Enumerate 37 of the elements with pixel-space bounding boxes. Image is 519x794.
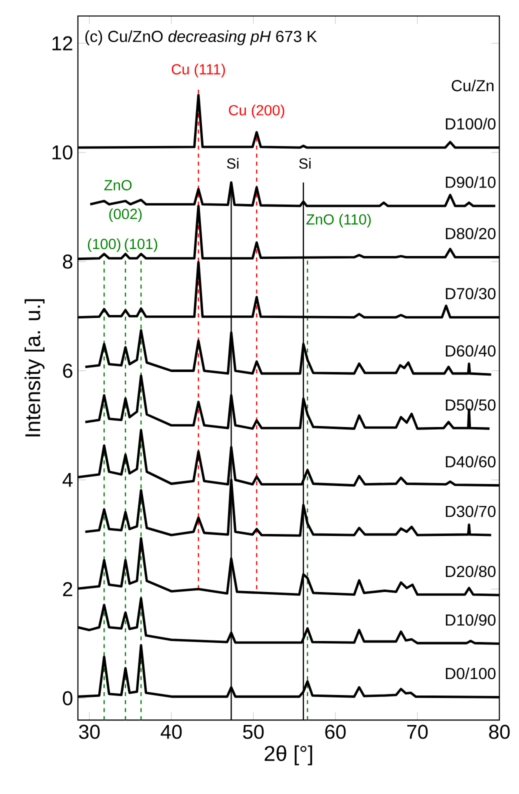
x-tick-label: 70 bbox=[407, 724, 428, 739]
series-label: D10/90 bbox=[446, 614, 496, 626]
y-tick-label: 0 bbox=[62, 691, 72, 706]
series-label: D40/60 bbox=[446, 456, 496, 468]
series-label: D0/100 bbox=[446, 667, 496, 680]
series-label: D70/30 bbox=[446, 288, 496, 300]
legend-title: Cu/Zn bbox=[452, 80, 494, 92]
ref-line-label: Cu (111) bbox=[172, 64, 225, 78]
ref-line-label: ZnO (110) bbox=[306, 214, 371, 228]
x-tick-label: 40 bbox=[160, 724, 182, 739]
annotation: (002) bbox=[109, 208, 142, 222]
x-tick-label: 60 bbox=[325, 724, 346, 739]
y-tick-label: 8 bbox=[62, 254, 72, 269]
y-axis-title: Intensity [a. u.] bbox=[24, 299, 44, 436]
annotation: (101) bbox=[124, 238, 158, 252]
y-tick-label: 10 bbox=[52, 145, 72, 160]
series-label: D90/10 bbox=[446, 176, 496, 188]
series-label: D60/40 bbox=[446, 344, 496, 357]
series-label: D100/0 bbox=[446, 118, 496, 130]
series-label: D20/80 bbox=[446, 565, 496, 578]
x-tick-label: 50 bbox=[242, 724, 264, 739]
ref-line-label: Cu (200) bbox=[228, 104, 284, 118]
annotation: ZnO bbox=[104, 180, 132, 190]
y-tick-label: 2 bbox=[62, 582, 72, 596]
x-tick-label: 80 bbox=[488, 724, 510, 739]
ref-line-label: Si bbox=[226, 158, 238, 169]
y-tick-label: 4 bbox=[62, 473, 72, 487]
annotation: (100) bbox=[88, 238, 120, 252]
x-tick-label: 30 bbox=[78, 724, 100, 739]
text: (c) Cu/ZnO decreasing pH 673 K bbox=[85, 30, 317, 46]
y-tick-label: 12 bbox=[52, 36, 72, 50]
series-label: D80/20 bbox=[446, 228, 496, 240]
x-axis-title: 2θ [°] bbox=[264, 745, 312, 766]
series-label: D30/70 bbox=[446, 505, 496, 518]
series-label: D50/50 bbox=[446, 398, 496, 411]
y-tick-label: 6 bbox=[62, 364, 72, 378]
ref-line-label: Si bbox=[299, 158, 310, 169]
